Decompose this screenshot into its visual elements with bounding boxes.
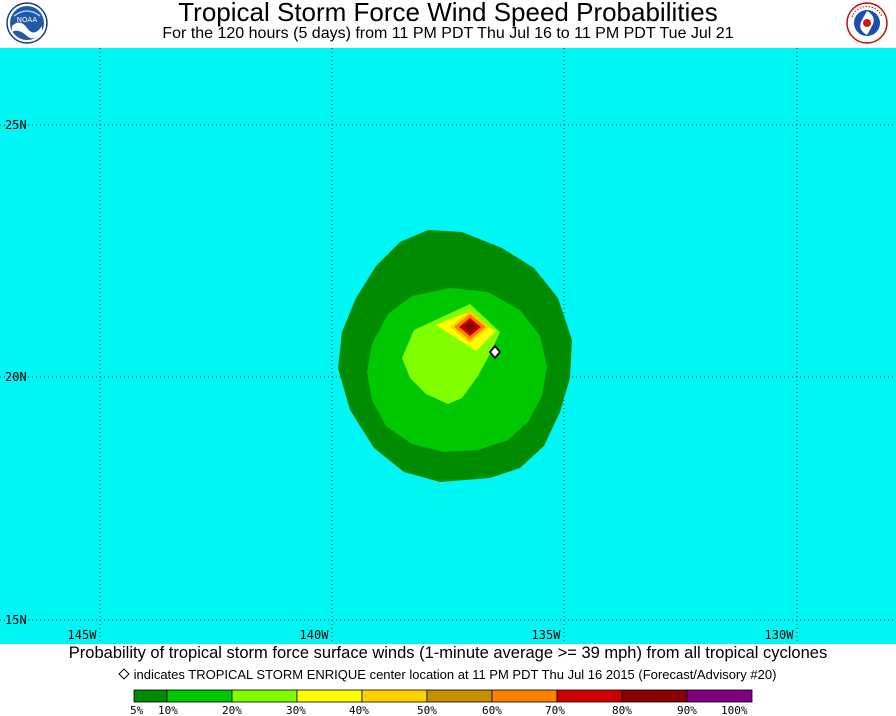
legend-label-60: 60% (482, 704, 502, 716)
legend-swatches (133, 689, 753, 703)
legend-swatch-10-20 (166, 689, 233, 703)
storm-location-text: indicates TROPICAL STORM ENRIQUE center … (133, 667, 777, 682)
map-caption: Probability of tropical storm force surf… (68, 644, 828, 662)
noaa-logo-icon: NOAA (6, 2, 48, 44)
legend-swatch-70-80 (556, 689, 623, 703)
lon-label-135w: 135W (532, 628, 562, 642)
legend-label-40: 40% (349, 704, 369, 716)
legend-swatch-40-50 (361, 689, 428, 703)
legend-label-5: 5% (130, 704, 144, 716)
probability-contours (338, 230, 572, 482)
legend-swatch-80-90 (621, 689, 688, 703)
lat-label-20n: 20N (5, 370, 27, 384)
legend-label-70: 70% (545, 704, 565, 716)
page-title: Tropical Storm Force Wind Speed Probabil… (178, 0, 718, 27)
page-subtitle: For the 120 hours (5 days) from 11 PM PD… (162, 25, 734, 42)
lon-label-145w: 145W (68, 628, 98, 642)
legend-swatch-60-70 (491, 689, 558, 703)
legend-swatch-90-100 (686, 689, 753, 703)
diamond-marker-icon (117, 668, 130, 680)
storm-location-note: indicates TROPICAL STORM ENRIQUE center … (0, 667, 896, 683)
legend-label-30: 30% (286, 704, 306, 716)
legend-swatch-5-10 (133, 689, 168, 703)
storm-center-marker (488, 344, 502, 360)
lat-label-25n: 25N (5, 118, 27, 132)
legend-swatch-30-40 (296, 689, 363, 703)
legend-label-100: 100% (721, 704, 748, 716)
probability-map: 25N 20N 15N 145W 140W 135W 130W (0, 48, 896, 644)
lat-label-15n: 15N (5, 613, 27, 627)
legend-swatch-50-60 (426, 689, 493, 703)
svg-text:NOAA: NOAA (17, 16, 38, 24)
probability-legend: 5% 10% 20% 30% 40% 50% 60% 70% 80% 90% 1… (130, 689, 753, 716)
legend-label-80: 80% (612, 704, 632, 716)
nws-logo-icon (846, 2, 888, 44)
legend-labels: 5% 10% 20% 30% 40% 50% 60% 70% 80% 90% 1… (130, 704, 748, 716)
contour-80-percent (463, 321, 477, 333)
legend-label-20: 20% (222, 704, 242, 716)
legend-label-90: 90% (677, 704, 697, 716)
latitude-labels: 25N 20N 15N (5, 118, 27, 627)
lon-label-130w: 130W (765, 628, 795, 642)
legend-label-10: 10% (158, 704, 178, 716)
lon-label-140w: 140W (300, 628, 330, 642)
legend-label-50: 50% (417, 704, 437, 716)
legend-swatch-20-30 (231, 689, 298, 703)
longitude-labels: 145W 140W 135W 130W (68, 628, 795, 642)
